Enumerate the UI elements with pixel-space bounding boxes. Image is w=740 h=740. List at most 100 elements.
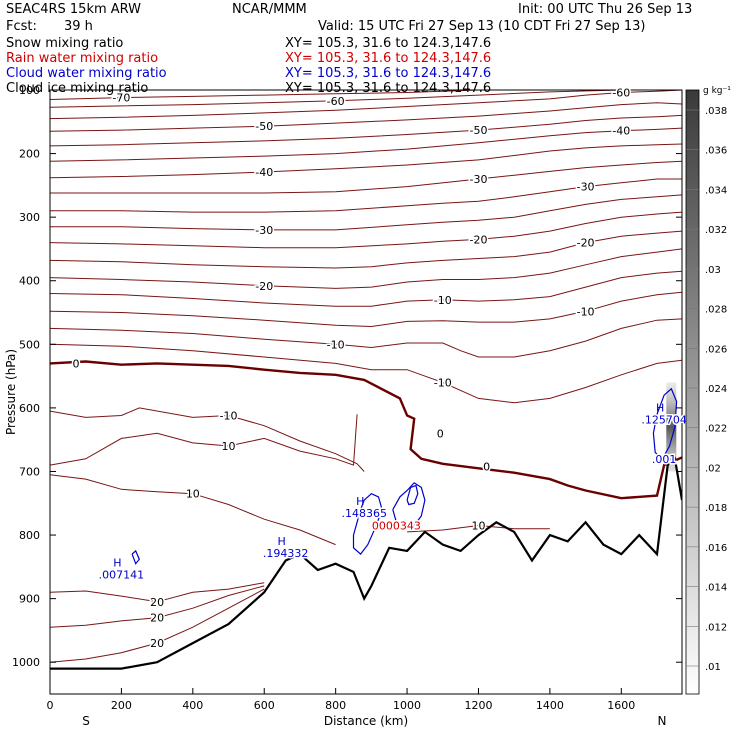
field-name-rain: Rain water mixing ratio: [6, 51, 159, 66]
zero-isotherm-label: 0: [483, 460, 490, 473]
colorbar-tick-label: .012: [705, 622, 727, 633]
y-tick-label: 300: [19, 211, 40, 224]
cloud-water-max-value: .194332: [263, 547, 309, 560]
temperature-contour: [50, 90, 682, 120]
warm-contour-label: 10: [222, 440, 236, 453]
cloud-water-max-marker: H: [356, 495, 364, 508]
temperature-contour-label: -60: [612, 87, 630, 100]
y-tick-label: 900: [19, 593, 40, 606]
temperature-contour: [50, 178, 682, 213]
y-tick-label: 200: [19, 148, 40, 161]
temperature-contour: [50, 102, 682, 132]
y-tick-label: 700: [19, 465, 40, 478]
colorbar-tick-label: .016: [705, 543, 727, 554]
cloud-water-max-marker: H: [656, 401, 664, 414]
temperature-contour-label: -10: [577, 305, 595, 318]
temperature-contour: [50, 291, 682, 328]
temperature-contour: [50, 318, 682, 358]
warm-contour: [50, 585, 265, 628]
valid-time: Valid: 15 UTC Fri 27 Sep 13 (10 CDT Fri …: [318, 19, 646, 34]
terrain-line: [50, 456, 682, 670]
cloud-water-max-marker: H: [278, 535, 286, 548]
temperature-contour-label: -60: [327, 95, 345, 108]
warm-contour: [50, 407, 365, 472]
x-tick-label: 1600: [607, 699, 635, 712]
temperature-contour: [50, 211, 682, 249]
temperature-contour: [50, 160, 682, 194]
x-tick-label: 800: [325, 699, 346, 712]
field-xy-rain: XY= 105.3, 31.6 to 124.3,147.6: [285, 51, 492, 66]
y-tick-label: 1000: [12, 656, 40, 669]
colorbar-tick-label: .032: [705, 225, 727, 236]
temperature-contour: [50, 270, 682, 307]
colorbar-unit: g kg⁻¹: [703, 86, 731, 96]
cloud-water-max-value: .001: [652, 453, 677, 466]
temperature-contour-label: -30: [469, 173, 487, 186]
cloud-water-contour: [652, 387, 678, 460]
temperature-contour-label: -20: [577, 237, 595, 250]
x-axis-start-label: S: [82, 714, 90, 728]
colorbar-tick-label: .018: [705, 503, 727, 514]
temperature-contour: [50, 230, 682, 269]
x-tick-label: 400: [182, 699, 203, 712]
colorbar-tick-label: .01: [705, 662, 721, 673]
temperature-contour-label: -10: [434, 376, 452, 389]
temperature-contour-label: -50: [469, 124, 487, 137]
zero-isotherm-label: 0: [73, 357, 80, 370]
warm-contour: [50, 588, 265, 663]
warm-contour-label: 10: [471, 520, 485, 533]
colorbar-bar: [685, 89, 700, 695]
temperature-contour: [50, 143, 682, 179]
colorbar-tick-label: .028: [705, 305, 727, 316]
temperature-contour-label: -30: [577, 181, 595, 194]
warm-contour: [50, 582, 265, 603]
temperature-contour-label: -40: [612, 125, 630, 138]
warm-contour-label: -10: [220, 410, 238, 423]
field-xy-cloud-ice: XY= 105.3, 31.6 to 124.3,147.6: [285, 81, 492, 96]
field-name-cloud-ice: Cloud ice mixing ratio: [6, 81, 149, 96]
warm-contour: [50, 414, 358, 466]
temperature-contour: [50, 114, 682, 147]
x-tick-label: 0: [47, 699, 54, 712]
cloud-water-max-value: .007141: [99, 568, 145, 581]
cloud-water-max-value: .125704: [641, 413, 687, 426]
temperature-contour: [50, 194, 682, 231]
center-name: NCAR/MMM: [232, 2, 307, 17]
warm-contour-label: 10: [186, 488, 200, 501]
warm-contour: [407, 524, 550, 533]
plot-frame: [49, 89, 683, 695]
x-tick-label: 600: [254, 699, 275, 712]
init-time: Init: 00 UTC Thu 26 Sep 13: [518, 2, 693, 17]
colorbar-tick-label: .038: [705, 106, 727, 117]
x-tick-label: 1400: [536, 699, 564, 712]
temperature-contour: [50, 90, 479, 100]
temperature-contour: [50, 248, 682, 289]
colorbar-tick-label: .024: [705, 384, 727, 395]
temperature-contour-label: -10: [327, 338, 345, 351]
temperature-contour-label: -40: [255, 166, 273, 179]
cloud-water-contour: [392, 482, 426, 530]
field-xy-snow: XY= 105.3, 31.6 to 124.3,147.6: [285, 36, 492, 51]
temperature-contour-label: -20: [469, 233, 487, 246]
x-tick-label: 200: [111, 699, 132, 712]
y-tick-label: 600: [19, 402, 40, 415]
zero-isotherm: [50, 360, 682, 500]
temperature-contour-label: -10: [434, 294, 452, 307]
cloud-water-contour: [352, 492, 383, 555]
cloud-water-contour: [131, 549, 140, 565]
model-name: SEAC4RS 15km ARW: [6, 2, 142, 17]
colorbar-tick-label: .02: [705, 463, 721, 474]
y-axis-label: Pressure (hPa): [4, 349, 18, 435]
temperature-contour-label: -30: [255, 224, 273, 237]
x-axis-end-label: N: [658, 714, 667, 728]
warm-contour-label: 20: [150, 612, 164, 625]
zero-isotherm-label: 0: [437, 427, 444, 440]
y-tick-label: 800: [19, 529, 40, 542]
temperature-contour: [50, 90, 622, 108]
temperature-contour: [50, 127, 682, 162]
temperature-contour-label: -70: [112, 92, 130, 105]
warm-contour: [50, 474, 336, 546]
y-tick-label: 100: [19, 84, 40, 97]
y-tick-label: 400: [19, 275, 40, 288]
forecast-hours: 39 h: [64, 19, 93, 34]
